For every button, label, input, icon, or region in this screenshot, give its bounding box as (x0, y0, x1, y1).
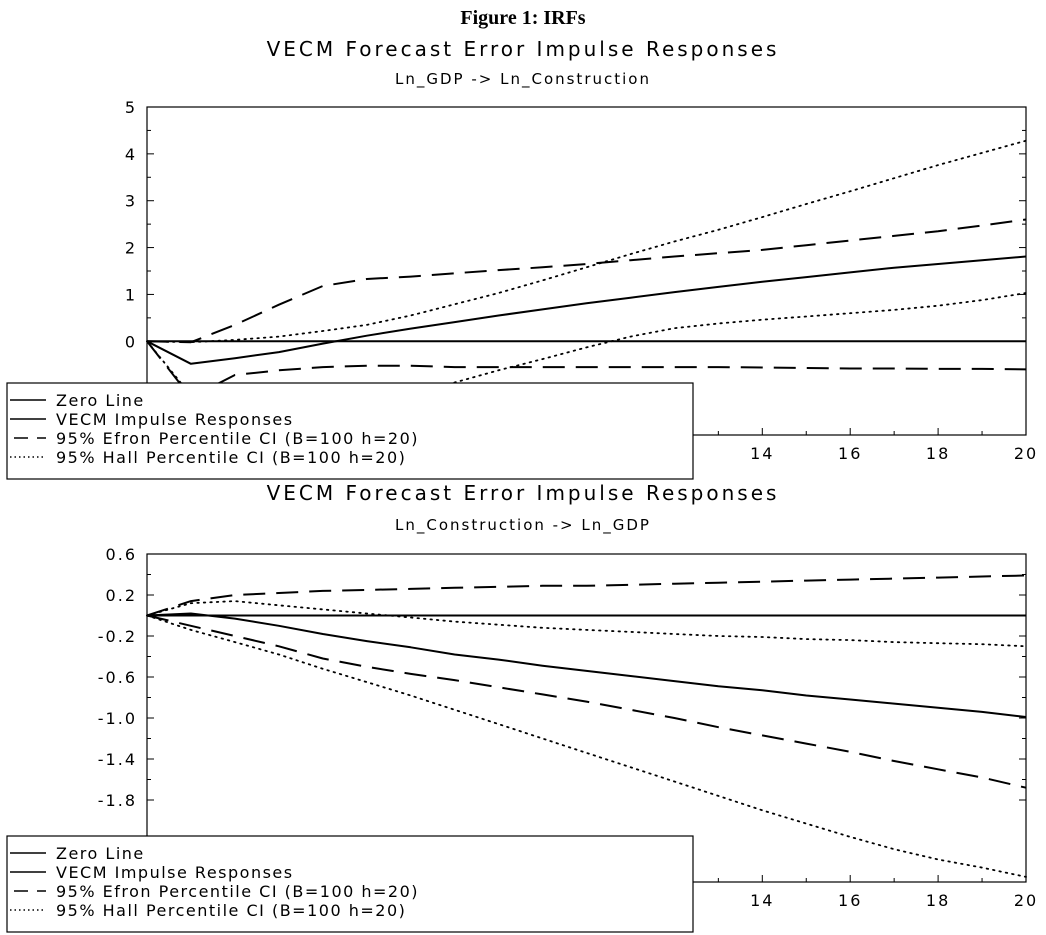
chart-2-legend: Zero Line VECM Impulse Responses 95% Efr… (6, 835, 694, 933)
y-tick-label: 0.2 (106, 586, 137, 605)
x-tick-label: 18 (926, 891, 950, 910)
series-line-dotted-5 (146, 292, 1027, 415)
y-tick-label: -1.8 (98, 791, 137, 810)
series-line-dashed-2 (146, 614, 1027, 789)
y-tick-label: -1.0 (98, 709, 137, 728)
x-tick-label: 14 (750, 444, 774, 463)
y-tick-label: 0 (125, 332, 137, 351)
legend-item-efron: 95% Efron Percentile CI (B=100 h=20) (56, 882, 419, 901)
figure-title: Figure 1: IRFs (460, 7, 585, 29)
legend-item-hall: 95% Hall Percentile CI (B=100 h=20) (56, 448, 406, 467)
chart-2: VECM Forecast Error Impulse Responses Ln… (6, 481, 1038, 933)
y-tick-label: -0.2 (98, 627, 137, 646)
chart-1-y-axis: 0 1 2 3 4 5 (125, 98, 1026, 351)
series-line-solid-1 (146, 612, 1027, 718)
series-line-dashed-3 (146, 218, 1027, 344)
chart-2-series (146, 574, 1027, 878)
chart-1-x-axis: 14 16 18 20 (190, 428, 1038, 463)
legend-item-vecm: VECM Impulse Responses (56, 410, 294, 429)
y-tick-label: 2 (125, 239, 137, 258)
x-tick-label: 20 (1014, 891, 1038, 910)
chart-2-x-axis: 14 16 18 20 (190, 875, 1038, 910)
chart-2-subtitle: Ln_Construction -> Ln_GDP (395, 516, 651, 535)
legend-item-zero-line: Zero Line (56, 844, 145, 863)
series-line-solid-1 (146, 255, 1027, 365)
legend-item-hall: 95% Hall Percentile CI (B=100 h=20) (56, 901, 406, 920)
legend-item-efron: 95% Efron Percentile CI (B=100 h=20) (56, 429, 419, 448)
x-tick-label: 16 (838, 891, 862, 910)
series-line-dotted-5 (146, 614, 1027, 878)
chart-1-title: VECM Forecast Error Impulse Responses (267, 37, 780, 61)
x-tick-label: 18 (926, 444, 950, 463)
chart-2-legend-box (6, 835, 694, 933)
chart-2-title: VECM Forecast Error Impulse Responses (267, 481, 780, 505)
legend-item-zero-line: Zero Line (56, 391, 145, 410)
chart-2-y-axis: 0.6 0.2 -0.2 -0.6 -1.0 -1.4 -1.8 (98, 545, 1026, 810)
y-tick-label: 4 (125, 145, 137, 164)
chart-1: VECM Forecast Error Impulse Responses Ln… (6, 37, 1038, 480)
legend-item-vecm: VECM Impulse Responses (56, 863, 294, 882)
x-tick-label: 14 (750, 891, 774, 910)
y-tick-label: -0.6 (98, 668, 137, 687)
chart-1-series (146, 139, 1027, 415)
series-line-dotted-4 (146, 600, 1027, 648)
x-tick-label: 16 (838, 444, 862, 463)
chart-1-legend: Zero Line VECM Impulse Responses 95% Efr… (6, 382, 694, 480)
y-tick-label: -1.4 (98, 750, 137, 769)
y-tick-label: 5 (125, 98, 137, 117)
y-tick-label: 1 (125, 285, 137, 304)
series-line-dotted-4 (146, 139, 1027, 344)
y-tick-label: 3 (125, 192, 137, 211)
y-tick-label: 0.6 (106, 545, 137, 564)
series-line-dashed-2 (146, 340, 1027, 399)
series-line-dashed-3 (146, 574, 1027, 617)
chart-2-plot-frame (146, 553, 1027, 883)
chart-1-legend-box (6, 382, 694, 480)
chart-1-subtitle: Ln_GDP -> Ln_Construction (395, 70, 651, 89)
x-tick-label: 20 (1014, 444, 1038, 463)
